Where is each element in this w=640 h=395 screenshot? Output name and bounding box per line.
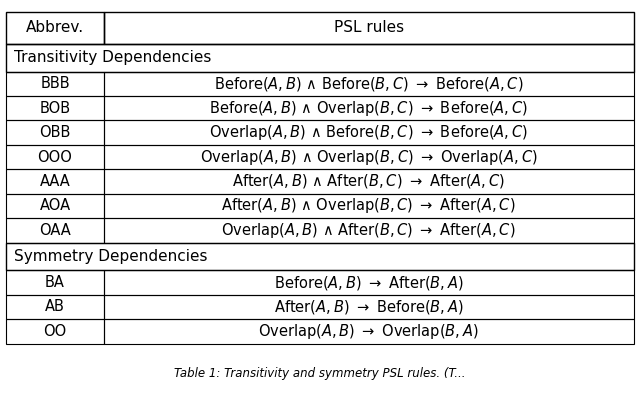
Text: Abbrev.: Abbrev. xyxy=(26,20,84,35)
Bar xyxy=(6,295,104,319)
Bar xyxy=(6,71,104,96)
Text: After$(A, B)$ $\wedge$ After$(B, C)$ $\rightarrow$ After$(A, C)$: After$(A, B)$ $\wedge$ After$(B, C)$ $\r… xyxy=(232,173,505,190)
Text: OOO: OOO xyxy=(38,150,72,165)
Text: After$(A, B)$ $\rightarrow$ Before$(B, A)$: After$(A, B)$ $\rightarrow$ Before$(B, A… xyxy=(274,298,463,316)
Bar xyxy=(6,145,104,169)
Bar xyxy=(104,96,634,120)
Text: Before$(A, B)$ $\rightarrow$ After$(B, A)$: Before$(A, B)$ $\rightarrow$ After$(B, A… xyxy=(274,274,463,292)
Text: Before$(A, B)$ $\wedge$ Overlap$(B, C)$ $\rightarrow$ Before$(A, C)$: Before$(A, B)$ $\wedge$ Overlap$(B, C)$ … xyxy=(209,99,528,118)
Text: BBB: BBB xyxy=(40,76,70,91)
Bar xyxy=(104,169,634,194)
Text: Symmetry Dependencies: Symmetry Dependencies xyxy=(14,249,207,264)
Bar xyxy=(104,270,634,295)
Bar xyxy=(6,319,104,344)
Bar xyxy=(104,145,634,169)
Bar xyxy=(104,71,634,96)
Text: After$(A, B)$ $\wedge$ Overlap$(B, C)$ $\rightarrow$ After$(A, C)$: After$(A, B)$ $\wedge$ Overlap$(B, C)$ $… xyxy=(221,196,516,215)
Bar xyxy=(6,12,104,44)
Text: BA: BA xyxy=(45,275,65,290)
Bar xyxy=(104,120,634,145)
Text: Before$(A, B)$ $\wedge$ Before$(B, C)$ $\rightarrow$ Before$(A, C)$: Before$(A, B)$ $\wedge$ Before$(B, C)$ $… xyxy=(214,75,524,93)
Bar xyxy=(6,96,104,120)
Bar xyxy=(6,120,104,145)
Text: OBB: OBB xyxy=(39,125,70,140)
Text: AB: AB xyxy=(45,299,65,314)
Text: Overlap$(A, B)$ $\wedge$ Before$(B, C)$ $\rightarrow$ Before$(A, C)$: Overlap$(A, B)$ $\wedge$ Before$(B, C)$ … xyxy=(209,123,528,142)
Text: AOA: AOA xyxy=(40,198,70,213)
Text: OAA: OAA xyxy=(39,223,71,238)
Bar xyxy=(6,243,634,270)
Bar xyxy=(104,218,634,243)
Bar xyxy=(6,194,104,218)
Text: Overlap$(A, B)$ $\wedge$ Overlap$(B, C)$ $\rightarrow$ Overlap$(A, C)$: Overlap$(A, B)$ $\wedge$ Overlap$(B, C)$… xyxy=(200,148,538,167)
Bar xyxy=(104,194,634,218)
Text: PSL rules: PSL rules xyxy=(333,20,404,35)
Bar xyxy=(6,44,634,71)
Text: Table 1: Transitivity and symmetry PSL rules. (T...: Table 1: Transitivity and symmetry PSL r… xyxy=(174,367,466,380)
Text: Overlap$(A, B)$ $\rightarrow$ Overlap$(B, A)$: Overlap$(A, B)$ $\rightarrow$ Overlap$(B… xyxy=(258,322,479,341)
Text: AAA: AAA xyxy=(40,174,70,189)
Bar xyxy=(104,12,634,44)
Bar xyxy=(6,218,104,243)
Bar xyxy=(104,295,634,319)
Bar xyxy=(6,270,104,295)
Bar xyxy=(104,319,634,344)
Text: Overlap$(A, B)$ $\wedge$ After$(B, C)$ $\rightarrow$ After$(A, C)$: Overlap$(A, B)$ $\wedge$ After$(B, C)$ $… xyxy=(221,221,516,240)
Text: OO: OO xyxy=(44,324,67,339)
Text: BOB: BOB xyxy=(40,101,70,116)
Bar xyxy=(6,169,104,194)
Text: Transitivity Dependencies: Transitivity Dependencies xyxy=(14,50,211,65)
